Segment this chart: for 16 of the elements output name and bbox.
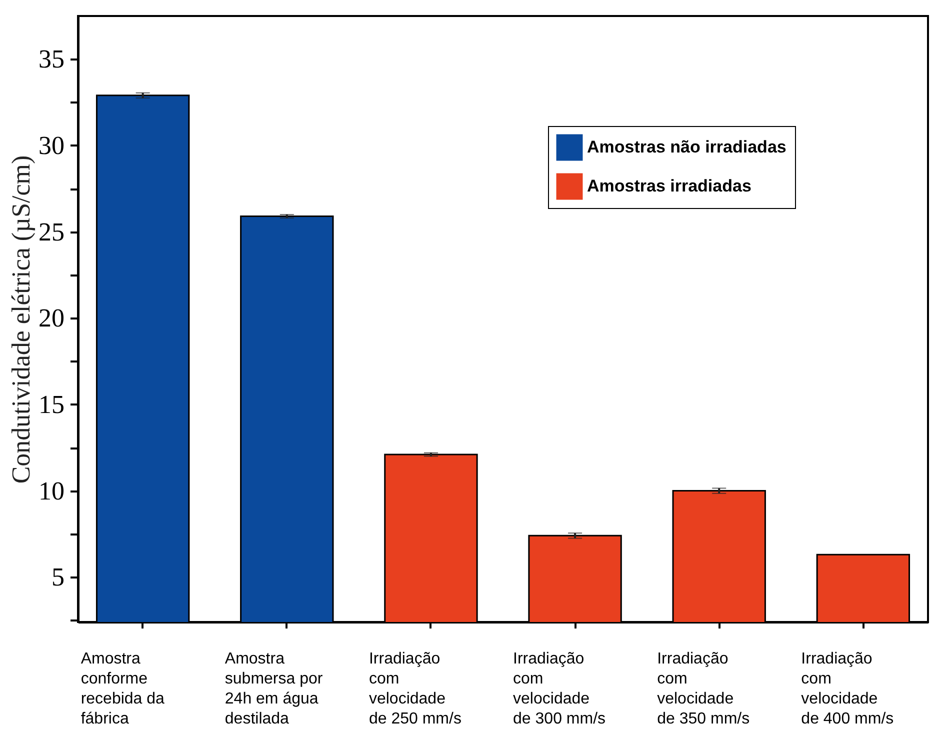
- legend-label: Amostras não irradiadas: [587, 138, 786, 156]
- y-tick-label: 35: [38, 44, 64, 74]
- x-tick-label: Irradiação com velocidade de 350 mm/s: [657, 650, 750, 728]
- y-tick-label: 5: [52, 562, 64, 592]
- x-tick-label: Irradiação com velocidade de 300 mm/s: [513, 650, 606, 728]
- x-tick-label: Irradiação com velocidade de 400 mm/s: [801, 650, 894, 728]
- y-tick-label: 15: [38, 390, 64, 419]
- x-tick-label: Amostra conforme recebida da fábrica: [80, 650, 165, 728]
- y-tick-label: 30: [38, 130, 64, 160]
- legend-label: Amostras irradiadas: [587, 176, 752, 196]
- x-tick-label: Irradiação com velocidade de 250 mm/s: [368, 650, 462, 728]
- y-tick-label: 20: [38, 304, 64, 333]
- x-tick-label: Amostra submersa por 24h em água destilada: [224, 650, 324, 728]
- y-axis-title: Condutividade elétrica (µS/cm): [6, 155, 36, 484]
- y-tick-label: 10: [38, 476, 64, 506]
- y-tick-label: 25: [38, 217, 64, 246]
